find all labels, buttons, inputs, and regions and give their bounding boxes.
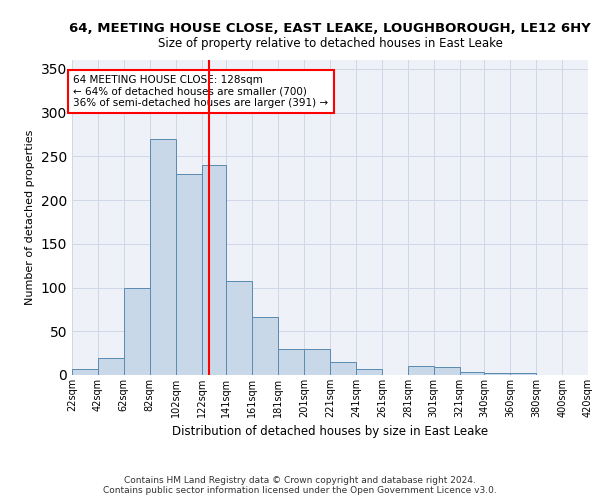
Bar [460, 372, 484, 375]
Bar [202, 165, 226, 375]
Y-axis label: Number of detached properties: Number of detached properties [25, 130, 35, 305]
Bar [226, 282, 252, 375]
Bar [484, 373, 510, 375]
Bar [72, 369, 98, 375]
Bar [356, 369, 382, 375]
Bar [408, 366, 434, 375]
Text: 64, MEETING HOUSE CLOSE, EAST LEAKE, LOUGHBOROUGH, LE12 6HY: 64, MEETING HOUSE CLOSE, EAST LEAKE, LOU… [69, 22, 591, 36]
Bar [304, 349, 330, 375]
Bar [150, 138, 176, 375]
Bar [278, 349, 304, 375]
Bar [434, 367, 460, 375]
Text: Contains HM Land Registry data © Crown copyright and database right 2024.
Contai: Contains HM Land Registry data © Crown c… [103, 476, 497, 495]
Text: Size of property relative to detached houses in East Leake: Size of property relative to detached ho… [158, 38, 502, 51]
Bar [98, 358, 124, 375]
X-axis label: Distribution of detached houses by size in East Leake: Distribution of detached houses by size … [172, 426, 488, 438]
Bar [510, 373, 536, 375]
Bar [176, 174, 202, 375]
Text: 64 MEETING HOUSE CLOSE: 128sqm
← 64% of detached houses are smaller (700)
36% of: 64 MEETING HOUSE CLOSE: 128sqm ← 64% of … [73, 75, 328, 108]
Bar [252, 318, 278, 375]
Bar [330, 362, 356, 375]
Bar [124, 288, 150, 375]
